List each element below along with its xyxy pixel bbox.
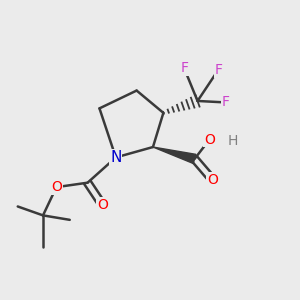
Text: O: O <box>207 173 218 187</box>
Text: O: O <box>51 180 62 194</box>
Text: F: F <box>214 63 222 77</box>
Text: O: O <box>204 133 215 147</box>
Text: F: F <box>180 61 188 75</box>
Polygon shape <box>153 147 196 164</box>
Text: H: H <box>227 134 238 148</box>
Text: F: F <box>222 95 230 110</box>
Text: N: N <box>110 150 122 165</box>
Text: O: O <box>97 198 108 212</box>
